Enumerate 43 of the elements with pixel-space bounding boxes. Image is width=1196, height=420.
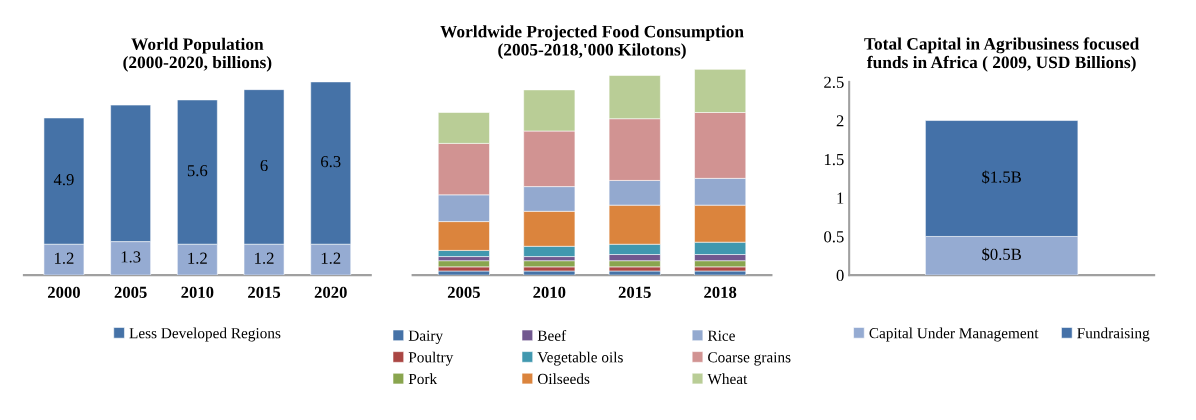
y-tick-label: 1: [837, 192, 844, 204]
legend-label: Dairy: [408, 330, 444, 344]
data-label: 6: [260, 159, 268, 172]
data-label: 1.2: [321, 252, 341, 264]
x-tick-label: 2000: [47, 286, 80, 298]
legend-label: Oilseeds: [537, 373, 590, 385]
data-label: 4.9: [53, 174, 74, 186]
data-label: 1.2: [188, 252, 207, 264]
data-label: 6.3: [321, 156, 341, 168]
data-label: 1.2: [54, 252, 74, 264]
chart-title: Total Capital in Agribusiness focused funds in Africa ( 2009, USD Billions): [864, 37, 1140, 72]
legend-label: Capital Under Management: [869, 327, 1039, 342]
legend-label: Rice: [707, 330, 735, 341]
data-label: $1.5B: [982, 170, 1021, 184]
legend-label: Pork: [408, 373, 438, 385]
x-tick-label: 2010: [533, 286, 566, 298]
data-label: 1.2: [255, 252, 274, 264]
legend-label: Beef: [537, 329, 567, 341]
x-tick-label: 2018: [704, 286, 737, 298]
y-tick-label: 0.5: [824, 231, 844, 243]
chart-title: World Population (2000-2020, billions): [123, 37, 272, 72]
y-tick-label: 2: [836, 115, 844, 127]
y-tick-label: 0: [836, 269, 844, 282]
legend-label: Vegetable oils: [537, 351, 623, 366]
y-tick-label: 2.5: [824, 76, 844, 88]
legend-label: Coarse grains: [708, 352, 791, 366]
x-tick-label: 2015: [618, 286, 651, 298]
bar: [437, 260, 490, 268]
x-tick-label: 2010: [181, 286, 214, 298]
y-tick-label: 1.5: [824, 153, 844, 166]
data-label: $0.5B: [982, 247, 1021, 262]
data-label: 5.6: [187, 165, 208, 177]
legend-label: Fundraising: [1077, 327, 1150, 342]
x-tick-label: 2015: [248, 286, 281, 298]
data-label: 1.3: [121, 251, 141, 263]
x-tick-label: 2005: [447, 286, 480, 298]
x-tick-label: 2005: [114, 286, 147, 298]
legend-label: Wheat: [707, 373, 748, 385]
chart-title: Worldwide Projected Food Consumption (2005-2018,'000 Kilotons): [440, 25, 744, 60]
bar: [523, 260, 576, 268]
x-tick-label: 2020: [314, 286, 347, 298]
legend-label: Poultry: [408, 351, 454, 366]
legend-label: Less Developed Regions: [129, 327, 281, 342]
